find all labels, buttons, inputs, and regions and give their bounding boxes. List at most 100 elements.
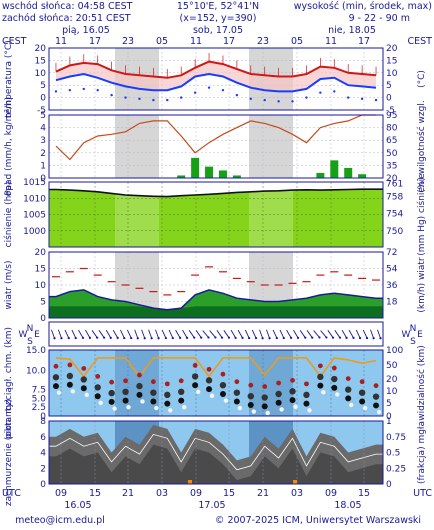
y-tick-label-right: 80 [386,124,398,134]
compass-n: N [27,324,34,334]
cloud-mid-dot [233,389,241,396]
y-tick-label: 4 [40,449,46,459]
dew-point-dot [166,98,169,102]
wind-arrow [209,330,216,338]
wind-arrow-head [338,336,342,339]
cloud-top-dot [276,380,282,386]
y-tick-label: 0 [40,314,46,324]
precip-bar [218,170,227,178]
pressure-area [49,189,383,247]
precip-bar [330,160,339,178]
precipitation-panel: 0 1 2 3 4 5 20 35 50 65 80 95 opad (mm/h, kg/m²/h) (%… [4,97,427,196]
day-label-3: nie, 18.05 [328,25,376,36]
bottom-hour-label: 03 [156,488,168,499]
cloud-mid-dot [358,389,366,396]
tz-bottom-right: UTC [413,488,432,499]
y-tick-label-right: 54 [386,265,398,275]
cloud-mid-dot [205,377,213,384]
y-tick-label: 0 [40,174,46,184]
cloud-low-dot [84,392,89,398]
humidity-axis-title: (%) wilgotność wzgl. [416,100,427,192]
cloud-top-dot [95,374,101,379]
cloud-top-dot [331,365,337,371]
altitude-title: wysokość (min, środek, max) [294,1,432,12]
sunrise-text: wschód słońca: 04:58 CEST [2,1,133,12]
y-tick-label-right: 0 [386,94,392,104]
wind-arrow-head [81,336,85,339]
wind-arrow-head [109,336,112,339]
visibility-line [55,357,377,378]
bottom-hour-label: 21 [122,488,134,499]
wind-arrow [51,329,55,339]
cloud-top-dot [373,383,379,389]
plot-border [48,420,384,485]
plot-border [48,321,384,347]
bottom-hour-label: 15 [358,488,370,499]
y-tick-label-right: -5 [386,106,395,116]
wind-arrow-head [164,336,167,340]
bottom-hour-label: 09 [190,488,202,499]
plot-border [48,114,384,179]
y-tick-label-right: 35 [386,161,397,171]
top-hour-label: 17 [223,36,235,47]
y-tick-label: 7.5 [32,386,46,396]
wind-arrow [259,329,264,339]
precip-bar [205,166,214,178]
cloud-mid-dot [66,372,74,380]
precip-axis-title: opad (mm/h, kg/m²/h) [4,97,14,196]
wind-arrow-head [60,337,63,340]
y-tick-label-right: 100 [386,346,403,356]
wind-arrow [341,329,347,339]
top-hour-labels: 11 17 23 05 11 17 23 05 11 17 [55,36,370,47]
pressure-mmhg-axis-title: (mm Hg) ciśnienie [416,173,427,256]
wind-area-low [49,306,383,318]
compass-e: E [417,330,423,340]
wind-arrow-head [157,337,160,340]
cloud-top-dot [304,381,309,387]
cloud-low-line [49,433,383,471]
wind-arrow-head [275,336,278,340]
cloud-cover-axis-title: zachmurzenie (oktanty) [4,399,14,506]
y-tick-label: 1010 [23,194,46,204]
wind-arrow [313,330,320,338]
plot-border [48,181,384,248]
cloud-top-dot [345,376,351,381]
cloud-low-dot [209,393,215,398]
cloud-top-dot [290,377,295,383]
cloud-top-dot [123,378,128,384]
compass-w: W [19,330,28,340]
y-tick-label: 2 [40,149,46,159]
cloud-base-dot [192,382,199,389]
y-tick-label: 0 [40,480,46,490]
cloud-base-dot [122,397,129,404]
cloud-low-dot [335,392,340,397]
y-tick-label: 15 [35,265,46,275]
cloud-base-dot [178,397,185,404]
pressure-panel: 1000 1005 1010 1015 750 754 758 761 ciśnienie (h… [3,173,427,256]
cloud-top-dot [206,366,212,372]
cloud-mid-dot [331,375,338,383]
wind-arrow [251,329,257,339]
cloud-base-dot [247,402,254,408]
wind-arrow-head [345,336,348,339]
cloud-mid-dot [52,374,60,381]
bottom-hour-label: 21 [257,488,269,499]
cloud-mid-dot [178,388,185,395]
y-tick-label-right: 36 [386,281,398,291]
wind-arrow [71,329,77,339]
wind-arrow [120,329,125,339]
temperature-right-axis-title: (°C) [417,70,427,88]
day-label-1: pią, 16.05 [62,25,110,36]
fog-mark [293,480,297,484]
bottom-date-1: 16.05 [64,500,91,511]
cloud-low-dot [56,390,62,395]
coords-text: 15°10'E, 52°41'N [177,1,259,12]
wind-arrow [161,329,167,339]
y-tick-label: 20 [35,44,47,54]
cloud-base-dot [275,399,282,406]
contact-email[interactable]: meteo@icm.edu.pl [15,515,105,526]
wind-arrow-head [150,337,153,340]
tz-bottom-left: UTC [2,488,21,499]
dew-point-dot [347,96,350,99]
y-tick-label-right: 761 [386,179,403,189]
